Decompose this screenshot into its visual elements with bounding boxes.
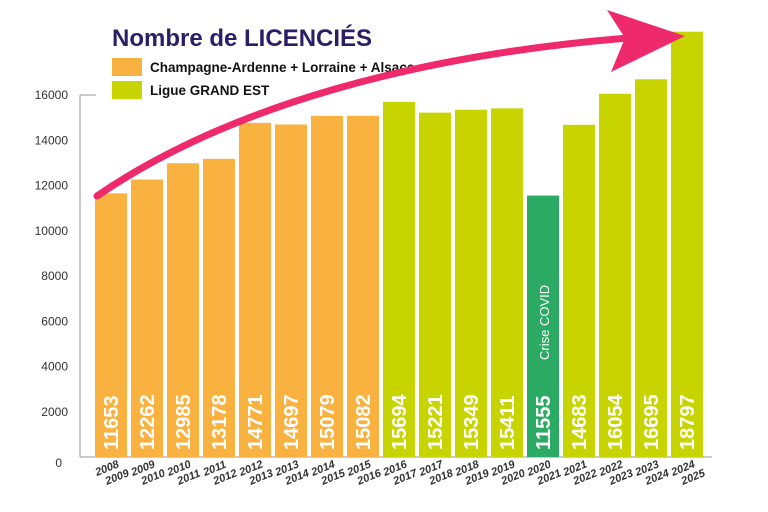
- legend-label-grandest: Ligue GRAND EST: [150, 83, 270, 98]
- legend: Champagne-Ardenne + Lorraine + Alsace Lig…: [112, 58, 415, 99]
- y-axis: 0 2000 4000 6000 8000 10000 12000 14000 16000: [35, 88, 712, 470]
- x-tick-label: 20182019: [453, 456, 492, 490]
- x-tick-label: 20222023: [597, 456, 635, 490]
- bar-2023-2024: [635, 79, 667, 457]
- bar-value-label: 11555: [533, 395, 555, 450]
- bar-2018-2019: [455, 109, 487, 457]
- bar-value-label: 16695: [641, 394, 663, 450]
- arrow-shaft: [93, 34, 632, 200]
- bar-2016-2017: [383, 101, 415, 457]
- y-tick-label: 4000: [41, 360, 68, 374]
- x-tick-label: 20092010: [129, 456, 168, 490]
- bar-2021-2022: [563, 124, 595, 458]
- bar-2013-2014: [275, 124, 307, 457]
- bar-2022-2023: [599, 93, 631, 457]
- bar-value-label: 16054: [605, 394, 627, 450]
- y-tick-label: 6000: [41, 314, 68, 328]
- bars: 11653 12262 12985 13178 14771 14697 15079 15082…: [95, 31, 703, 458]
- bar-value-label: 14771: [245, 394, 267, 450]
- y-tick-label: 0: [55, 456, 62, 470]
- legend-swatch-grandest: [112, 81, 142, 99]
- bar-2008-2009: [95, 193, 127, 457]
- bar-2009-2010: [131, 179, 163, 457]
- bar-value-label: 15694: [389, 394, 411, 450]
- bar-2014-2015: [311, 115, 343, 458]
- chart-title: Nombre de LICENCIÉS: [112, 24, 372, 52]
- bar-2020-2021: [527, 195, 559, 458]
- x-tick-label: 20172018: [417, 456, 456, 490]
- x-tick-label: 20202021: [525, 456, 563, 490]
- y-tick-label: 16000: [35, 88, 69, 102]
- bar-value-label: 15411: [497, 395, 519, 450]
- x-tick-label: 20232024: [633, 456, 671, 490]
- x-tick-label: 20132014: [273, 456, 311, 490]
- bar-value-label: 15349: [461, 394, 483, 450]
- x-tick-label: 20102011: [165, 457, 202, 491]
- growth-arrow: [93, 10, 685, 200]
- bar-value-label: 15079: [317, 394, 339, 450]
- bar-value-label: 15221: [425, 394, 447, 450]
- x-tick-label: 20242025: [669, 456, 708, 490]
- bar-2024-2025: [671, 31, 703, 458]
- bar-2017-2018: [419, 112, 451, 457]
- bar-2015-2016: [347, 115, 379, 458]
- bar-2012-2013: [239, 122, 271, 457]
- bar-value-label: 15082: [353, 394, 375, 450]
- bar-value-label: 12262: [137, 394, 159, 450]
- bar-value-label: 12985: [173, 394, 195, 450]
- x-tick-label: 20192020: [489, 456, 528, 490]
- bar-value-label: 11653: [101, 395, 123, 450]
- bar-value-label: 14697: [281, 394, 303, 450]
- covid-annotation: Crise COVID: [537, 285, 552, 360]
- x-tick-label: 20212022: [561, 456, 599, 490]
- bar-value-label: 13178: [209, 394, 231, 450]
- y-tick-label: 14000: [35, 133, 69, 147]
- bar-2010-2011: [167, 163, 199, 458]
- legend-swatch-champagne: [112, 58, 142, 76]
- x-tick-label: 20122013: [237, 456, 275, 490]
- x-tick-label: 20142015: [309, 456, 348, 490]
- bar-value-label: 14683: [569, 394, 591, 450]
- bar-2011-2012: [203, 158, 235, 457]
- x-tick-label: 20082009: [93, 456, 132, 490]
- y-tick-label: 12000: [35, 179, 69, 193]
- x-tick-label: 20112012: [201, 456, 239, 490]
- bar-2019-2020: [491, 108, 523, 458]
- y-tick-label: 2000: [41, 405, 68, 419]
- legend-label-champagne: Champagne-Ardenne + Lorraine + Alsace: [150, 60, 415, 75]
- y-tick-label: 10000: [35, 224, 69, 238]
- bar-value-label: 18797: [677, 394, 699, 450]
- x-tick-label: 20162017: [381, 456, 420, 490]
- arrow-head: [607, 10, 685, 72]
- x-tick-label: 20152016: [345, 456, 384, 490]
- y-tick-label: 8000: [41, 269, 68, 283]
